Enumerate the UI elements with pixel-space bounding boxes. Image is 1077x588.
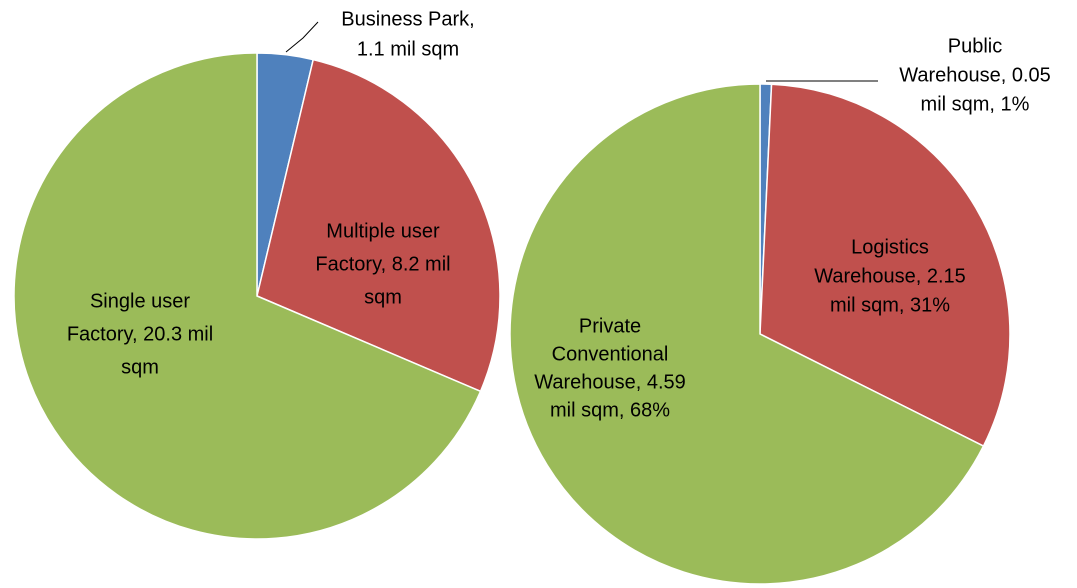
pie-slice (256, 58, 501, 393)
data-label: Conventional (552, 343, 669, 365)
data-label: mil sqm, 1% (921, 93, 1030, 115)
data-label: mil sqm, 68% (550, 399, 670, 421)
data-label: Business Park, (341, 8, 474, 30)
data-label: Multiple user (326, 220, 440, 242)
data-label: Factory, 20.3 mil (67, 323, 213, 345)
data-label: Public (948, 35, 1002, 57)
data-label: Logistics (851, 236, 929, 258)
data-label: Warehouse, 2.15 (814, 265, 966, 287)
pie-slice (509, 83, 985, 585)
pie-slice (759, 83, 1011, 448)
data-label: Factory, 8.2 mil (315, 253, 450, 275)
pie-slice (13, 52, 482, 540)
data-label: Warehouse, 0.05 (899, 64, 1051, 86)
leader-line (285, 21, 319, 53)
data-label: mil sqm, 31% (830, 294, 950, 316)
data-label: sqm (121, 356, 159, 378)
data-label: Warehouse, 4.59 (534, 371, 686, 393)
data-label: sqm (364, 286, 402, 308)
data-label: Private (579, 315, 641, 337)
data-label: 1.1 mil sqm (357, 38, 459, 60)
data-label: Single user (90, 290, 190, 312)
